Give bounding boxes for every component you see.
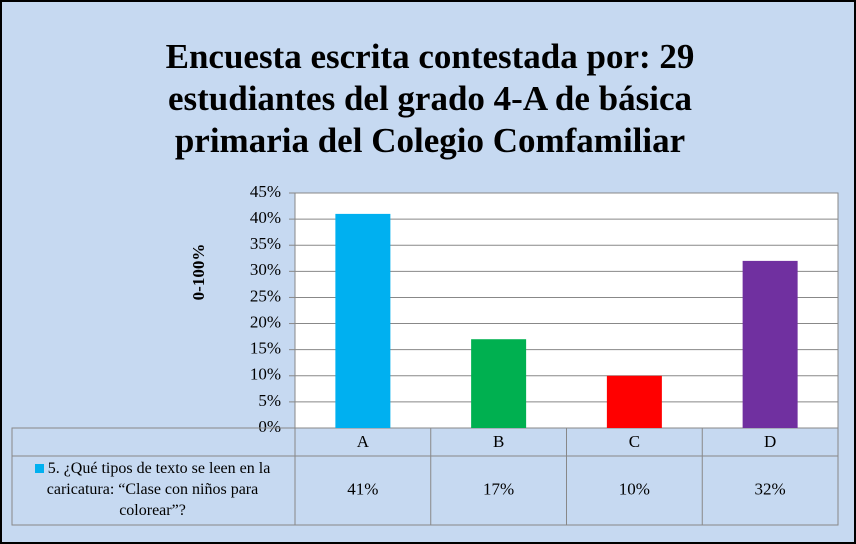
bar	[742, 260, 798, 428]
y-tick-label: 0%	[258, 417, 281, 436]
legend-box: 5. ¿Qué tipos de texto se leen en la car…	[14, 458, 291, 521]
x-tick-label: B	[493, 432, 504, 451]
legend: 5. ¿Qué tipos de texto se leen en la car…	[14, 458, 291, 521]
y-tick-label: 35%	[250, 234, 281, 253]
y-tick-label: 40%	[250, 208, 281, 227]
y-axis-label: 0-100%	[189, 244, 208, 301]
y-tick-label: 25%	[250, 286, 281, 305]
x-tick-label: C	[629, 432, 640, 451]
data-label: 41%	[347, 479, 378, 498]
legend-label: 5. ¿Qué tipos de texto se leen en la car…	[46, 460, 271, 519]
title-box: Encuesta escrita contestada por: 29 estu…	[165, 37, 695, 160]
bar	[335, 213, 391, 428]
y-tick-label: 30%	[250, 260, 281, 279]
data-label: 10%	[619, 479, 650, 498]
x-tick-label: D	[764, 432, 776, 451]
data-label: 32%	[755, 479, 786, 498]
bar	[606, 375, 662, 428]
legend-key	[34, 464, 44, 473]
y-tick-label: 15%	[250, 339, 281, 358]
chart-title: Encuesta escrita contestada por: 29 estu…	[165, 37, 695, 160]
y-tick-label: 20%	[250, 312, 281, 331]
bar	[471, 339, 527, 428]
y-tick-label: 10%	[250, 365, 281, 384]
x-tick-label: A	[357, 432, 370, 451]
y-tick-label: 45%	[250, 182, 281, 201]
y-tick-label: 5%	[258, 391, 281, 410]
data-label: 17%	[483, 479, 514, 498]
